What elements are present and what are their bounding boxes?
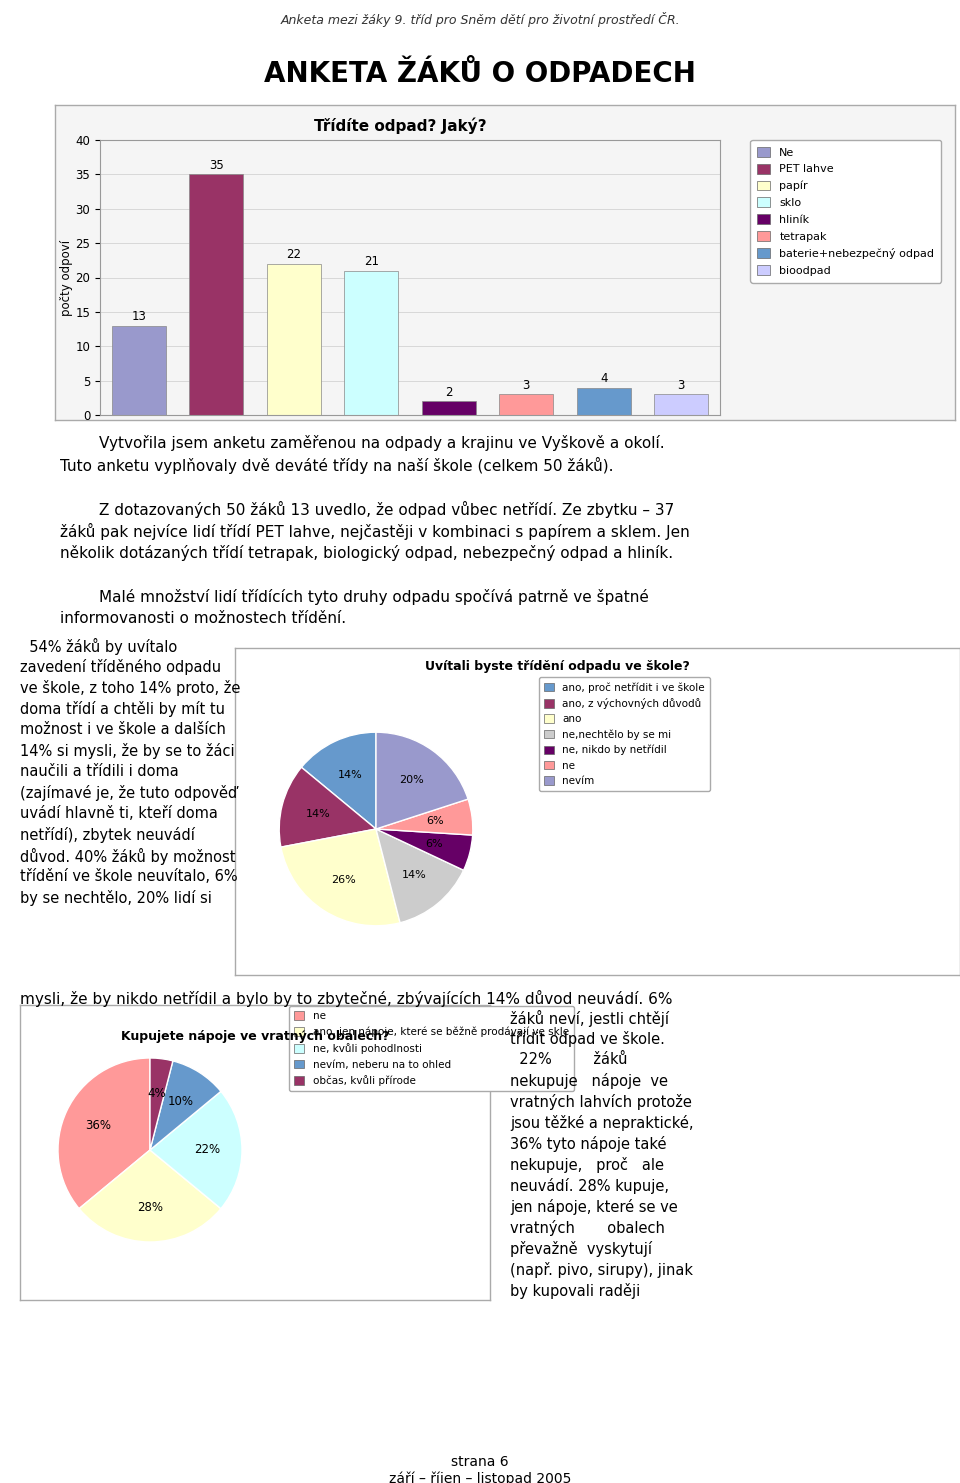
Text: třídění ve škole neuvítalo, 6%: třídění ve škole neuvítalo, 6%: [20, 869, 238, 884]
Text: uvádí hlavně ti, kteří doma: uvádí hlavně ti, kteří doma: [20, 805, 218, 822]
Bar: [344, 270, 398, 415]
Wedge shape: [301, 733, 376, 829]
Wedge shape: [281, 829, 400, 925]
Text: 4%: 4%: [148, 1087, 166, 1100]
Text: jen nápoje, které se ve: jen nápoje, které se ve: [510, 1198, 678, 1215]
Text: 54% žáků by uvítalo: 54% žáků by uvítalo: [20, 638, 178, 655]
Text: 26%: 26%: [331, 875, 356, 885]
Text: 2: 2: [445, 386, 452, 399]
Text: vratných lahvích protože: vratných lahvích protože: [510, 1094, 692, 1109]
Text: 22: 22: [286, 248, 301, 261]
Text: 22%: 22%: [194, 1143, 220, 1157]
Text: žáků neví, jestli chtějí: žáků neví, jestli chtějí: [510, 1010, 669, 1028]
Text: 6%: 6%: [427, 817, 444, 826]
Text: třídit odpad ve škole.: třídit odpad ve škole.: [510, 1031, 665, 1047]
Wedge shape: [150, 1060, 221, 1149]
Text: 3: 3: [678, 378, 684, 392]
Text: 3: 3: [522, 378, 530, 392]
Text: 13: 13: [132, 310, 146, 323]
Text: 28%: 28%: [137, 1201, 163, 1213]
Y-axis label: počty odpoví: počty odpoví: [60, 239, 73, 316]
Text: Vytvořila jsem anketu zaměřenou na odpady a krajinu ve Vyškově a okolí.: Vytvořila jsem anketu zaměřenou na odpad…: [60, 435, 664, 451]
Text: mysli, že by nikdo netřídil a bylo by to zbytečné, zbývajících 14% důvod neuvádí: mysli, že by nikdo netřídil a bylo by to…: [20, 991, 673, 1007]
Wedge shape: [150, 1091, 242, 1209]
Text: (např. pivo, sirupy), jinak: (např. pivo, sirupy), jinak: [510, 1262, 693, 1278]
Bar: [499, 394, 553, 415]
Text: 20%: 20%: [399, 776, 423, 786]
Text: nekupuje,   proč   ale: nekupuje, proč ale: [510, 1157, 664, 1173]
Text: neuvádí. 28% kupuje,: neuvádí. 28% kupuje,: [510, 1178, 669, 1194]
Text: 14%: 14%: [338, 770, 363, 780]
Text: Z dotazovaných 50 žáků 13 uvedlo, že odpad vůbec netřídí. Ze zbytku – 37: Z dotazovaných 50 žáků 13 uvedlo, že odp…: [60, 501, 674, 518]
Text: informovanosti o možnostech třídění.: informovanosti o možnostech třídění.: [60, 611, 347, 626]
Text: 21: 21: [364, 255, 379, 268]
Text: 35: 35: [209, 159, 224, 172]
Text: Tuto anketu vyplňovaly dvě deváté třídy na naší škole (celkem 50 žáků).: Tuto anketu vyplňovaly dvě deváté třídy …: [60, 457, 613, 475]
Text: převažně  vyskytují: převažně vyskytují: [510, 1241, 652, 1258]
Bar: [267, 264, 321, 415]
Text: naučili a třídili i doma: naučili a třídili i doma: [20, 764, 179, 779]
Legend: ano, proč netřídit i ve škole, ano, z výchovných důvodů, ano, ne,nechtělo by se : ano, proč netřídit i ve škole, ano, z vý…: [539, 676, 710, 790]
Text: 36%: 36%: [85, 1120, 111, 1132]
Bar: [421, 402, 476, 415]
Text: by kupovali raději: by kupovali raději: [510, 1283, 640, 1299]
Text: doma třídí a chtěli by mít tu: doma třídí a chtěli by mít tu: [20, 701, 225, 716]
Text: 36% tyto nápoje také: 36% tyto nápoje také: [510, 1136, 666, 1152]
Legend: Ne, PET lahve, papír, sklo, hliník, tetrapak, baterie+nebezpečný odpad, bioodpad: Ne, PET lahve, papír, sklo, hliník, tetr…: [751, 139, 941, 283]
Text: 14% si mysli, že by se to žáci: 14% si mysli, že by se to žáci: [20, 743, 234, 759]
Text: možnost i ve škole a dalších: možnost i ve škole a dalších: [20, 722, 226, 737]
Bar: [654, 394, 708, 415]
Text: by se nechtělo, 20% lidí si: by se nechtělo, 20% lidí si: [20, 890, 212, 906]
Wedge shape: [376, 829, 464, 922]
Text: zavedení tříděného odpadu: zavedení tříděného odpadu: [20, 658, 221, 675]
Text: 6%: 6%: [425, 839, 443, 848]
Wedge shape: [150, 1057, 173, 1149]
Text: strana 6
září – říjen – listopad 2005: strana 6 září – říjen – listopad 2005: [389, 1455, 571, 1483]
Text: Malé množství lidí třídících tyto druhy odpadu spočívá patrně ve špatné: Malé množství lidí třídících tyto druhy …: [60, 589, 649, 605]
Text: Anketa mezi žáky 9. tříd pro Sněm dětí pro životní prostředí ČR.: Anketa mezi žáky 9. tříd pro Sněm dětí p…: [280, 12, 680, 27]
Text: žáků pak nejvíce lidí třídí PET lahve, nejčastěji v kombinaci s papírem a sklem.: žáků pak nejvíce lidí třídí PET lahve, n…: [60, 523, 689, 540]
Wedge shape: [376, 733, 468, 829]
Bar: [577, 387, 631, 415]
Wedge shape: [79, 1149, 221, 1241]
Text: netřídí), zbytek neuvádí: netřídí), zbytek neuvádí: [20, 828, 195, 842]
Text: Uvítali byste třídění odpadu ve škole?: Uvítali byste třídění odpadu ve škole?: [424, 660, 689, 673]
Wedge shape: [376, 829, 472, 871]
Bar: [189, 175, 244, 415]
Text: jsou těžké a nepraktické,: jsou těžké a nepraktické,: [510, 1115, 693, 1132]
Wedge shape: [58, 1057, 150, 1209]
Bar: [111, 326, 166, 415]
Text: 22%         žáků: 22% žáků: [510, 1051, 628, 1066]
Text: několik dotázaných třídí tetrapak, biologický odpad, nebezpečný odpad a hliník.: několik dotázaných třídí tetrapak, biolo…: [60, 544, 673, 561]
Text: Kupujete nápoje ve vratných obalech?: Kupujete nápoje ve vratných obalech?: [121, 1031, 389, 1043]
Text: 10%: 10%: [168, 1096, 194, 1108]
Wedge shape: [376, 799, 473, 835]
Text: (zajímavé je, že tuto odpověď: (zajímavé je, že tuto odpověď: [20, 785, 237, 801]
Text: důvod. 40% žáků by možnost: důvod. 40% žáků by možnost: [20, 848, 235, 865]
Text: vratných       obalech: vratných obalech: [510, 1221, 665, 1235]
Text: Třídíte odpad? Jaký?: Třídíte odpad? Jaký?: [314, 119, 487, 135]
Text: 4: 4: [600, 372, 608, 384]
Text: ve škole, z toho 14% proto, že: ve škole, z toho 14% proto, že: [20, 681, 240, 696]
Legend: ne, ano, jen nápoje, které se běžně prodávají ve skle, ne, kvůli pohodlnosti, ne: ne, ano, jen nápoje, které se běžně prod…: [289, 1005, 574, 1091]
Text: nekupuje   nápoje  ve: nekupuje nápoje ve: [510, 1074, 668, 1089]
Text: ANKETA ŽÁKŮ O ODPADECH: ANKETA ŽÁKŮ O ODPADECH: [264, 59, 696, 87]
Text: 14%: 14%: [402, 871, 426, 881]
Wedge shape: [279, 767, 376, 847]
Text: 14%: 14%: [305, 810, 330, 819]
